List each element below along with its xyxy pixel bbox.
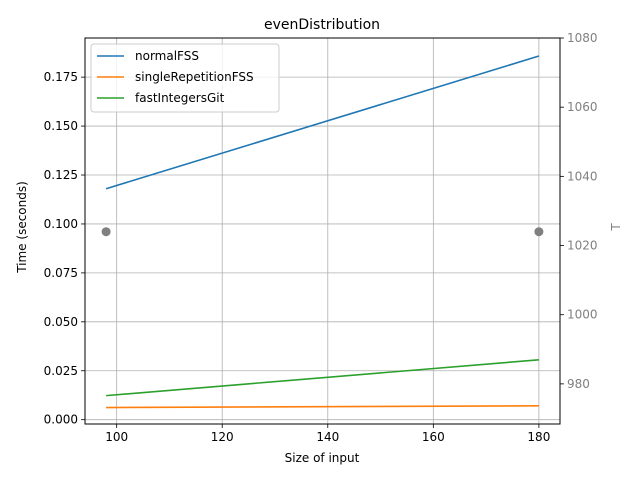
x-tick-label: 180 (527, 430, 550, 444)
series-line-fastIntegersGit (106, 358, 539, 397)
y2-tick-label: 1040 (567, 169, 598, 183)
grid-layer (85, 38, 560, 424)
y2-axis-ticks: 980 1000 1020 1040 1060 1080 (560, 31, 598, 391)
y2-tick-label: 980 (567, 377, 590, 391)
y-tick-label: 0.075 (44, 266, 78, 280)
x-axis-ticks: 100 120 140 160 180 (105, 424, 550, 444)
legend-box (90, 43, 280, 113)
x-tick-label: 160 (422, 430, 445, 444)
x-tick-label: 120 (211, 430, 234, 444)
series-layer (105, 55, 540, 409)
legend-label-singleRepetitionFSS: singleRepetitionFSS (135, 70, 254, 84)
y-tick-label: 0.025 (44, 364, 78, 378)
x-axis-label: Size of input (285, 451, 360, 465)
chart-title: evenDistribution (264, 17, 380, 33)
y-tick-label: 0.100 (44, 217, 78, 231)
secondary-point (534, 227, 544, 237)
y-axis-label: Time (seconds) (15, 181, 29, 274)
y-axis-ticks: 0.000 0.025 0.050 0.075 0.100 0.125 0.150 0.175 (44, 70, 85, 427)
y2-tick-label: 1000 (567, 308, 598, 322)
secondary-point (101, 227, 111, 237)
secondary-points-layer (101, 227, 544, 237)
legend: normalFSS singleRepetitionFSS fastIntegers… (90, 43, 280, 113)
y-tick-label: 0.125 (44, 168, 78, 182)
y2-tick-label: 1020 (567, 239, 598, 253)
y2-tick-label: 1080 (567, 31, 598, 45)
x-tick-label: 140 (316, 430, 339, 444)
plot-frame (84, 37, 561, 425)
legend-label-fastIntegersGit: fastIntegersGit (135, 91, 225, 105)
y2-tick-label: 1060 (567, 100, 598, 114)
y-tick-label: 0.050 (44, 315, 78, 329)
legend-label-normalFSS: normalFSS (135, 49, 199, 63)
y2-axis-label: T (609, 223, 623, 232)
y-tick-label: 0.175 (44, 70, 78, 84)
series-line-singleRepetitionFSS (106, 404, 539, 409)
series-line-normalFSS (105, 55, 540, 190)
y-tick-label: 0.150 (44, 119, 78, 133)
x-tick-label: 100 (105, 430, 128, 444)
y-tick-label: 0.000 (44, 413, 78, 427)
